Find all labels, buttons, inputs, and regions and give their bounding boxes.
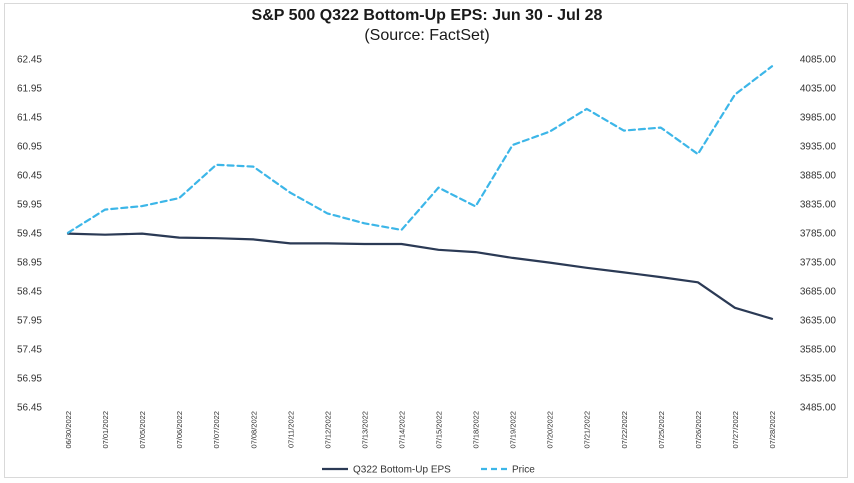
x-tick-label: 07/21/2022 <box>583 411 592 449</box>
right-tick-label: 3985.00 <box>800 113 837 124</box>
right-tick-label: 4035.00 <box>800 84 837 95</box>
x-tick-label: 07/15/2022 <box>435 411 444 449</box>
x-tick-label: 07/18/2022 <box>472 411 481 449</box>
left-tick-label: 62.45 <box>17 55 42 66</box>
x-tick-label: 07/08/2022 <box>249 411 258 449</box>
chart-subtitle: (Source: FactSet) <box>364 27 490 44</box>
left-tick-label: 59.45 <box>17 229 42 240</box>
right-tick-label: 3535.00 <box>800 374 837 385</box>
right-tick-label: 3885.00 <box>800 171 837 182</box>
x-tick-label: 07/27/2022 <box>731 411 740 449</box>
x-tick-label: 07/11/2022 <box>286 411 295 448</box>
x-tick-label: 07/19/2022 <box>509 411 518 449</box>
x-tick-label: 07/28/2022 <box>768 411 777 449</box>
right-tick-label: 3485.00 <box>800 403 837 414</box>
eps-series-line <box>66 232 774 320</box>
x-tick-label: 07/13/2022 <box>360 411 369 449</box>
legend-label: Q322 Bottom-Up EPS <box>353 465 451 476</box>
left-tick-label: 60.95 <box>17 142 42 153</box>
x-tick-label: 07/20/2022 <box>546 411 555 449</box>
right-tick-label: 4085.00 <box>800 55 837 66</box>
legend-label: Price <box>512 465 535 476</box>
left-tick-label: 60.45 <box>17 171 42 182</box>
chart-title: S&P 500 Q322 Bottom-Up EPS: Jun 30 - Jul… <box>251 7 603 24</box>
x-tick-label: 07/05/2022 <box>138 411 147 449</box>
right-y-axis: 4085.00 4035.00 3985.00 3935.00 3885.00 3835.… <box>800 55 837 414</box>
left-tick-label: 57.95 <box>17 316 42 327</box>
x-tick-label: 07/22/2022 <box>620 411 629 449</box>
left-tick-label: 57.45 <box>17 345 42 356</box>
price-series-line <box>66 65 774 234</box>
x-axis: 06/30/2022 07/01/2022 07/05/2022 07/06/2022… <box>64 411 777 449</box>
right-tick-label: 3935.00 <box>800 142 837 153</box>
series-layer <box>66 65 774 320</box>
chart-frame <box>4 3 848 478</box>
legend: Q322 Bottom-Up EPS Price <box>322 465 535 476</box>
left-tick-label: 61.45 <box>17 113 42 124</box>
x-tick-label: 07/25/2022 <box>657 411 666 449</box>
x-tick-label: 07/14/2022 <box>397 411 406 449</box>
x-tick-label: 07/26/2022 <box>694 411 703 449</box>
x-tick-label: 07/07/2022 <box>212 411 221 449</box>
x-tick-label: 07/06/2022 <box>175 411 184 449</box>
left-tick-label: 56.95 <box>17 374 42 385</box>
left-tick-label: 58.45 <box>17 287 42 298</box>
left-tick-label: 56.45 <box>17 403 42 414</box>
left-y-axis: 62.45 61.95 61.45 60.95 60.45 59.95 59.45 58.95… <box>17 55 42 414</box>
x-tick-label: 07/01/2022 <box>101 411 110 449</box>
right-tick-label: 3685.00 <box>800 287 837 298</box>
right-tick-label: 3735.00 <box>800 258 837 269</box>
right-tick-label: 3585.00 <box>800 345 837 356</box>
left-tick-label: 61.95 <box>17 84 42 95</box>
left-tick-label: 59.95 <box>17 200 42 211</box>
left-tick-label: 58.95 <box>17 258 42 269</box>
right-tick-label: 3785.00 <box>800 229 837 240</box>
x-tick-label: 07/12/2022 <box>323 411 332 449</box>
x-tick-label: 06/30/2022 <box>64 411 73 449</box>
right-tick-label: 3635.00 <box>800 316 837 327</box>
right-tick-label: 3835.00 <box>800 200 837 211</box>
